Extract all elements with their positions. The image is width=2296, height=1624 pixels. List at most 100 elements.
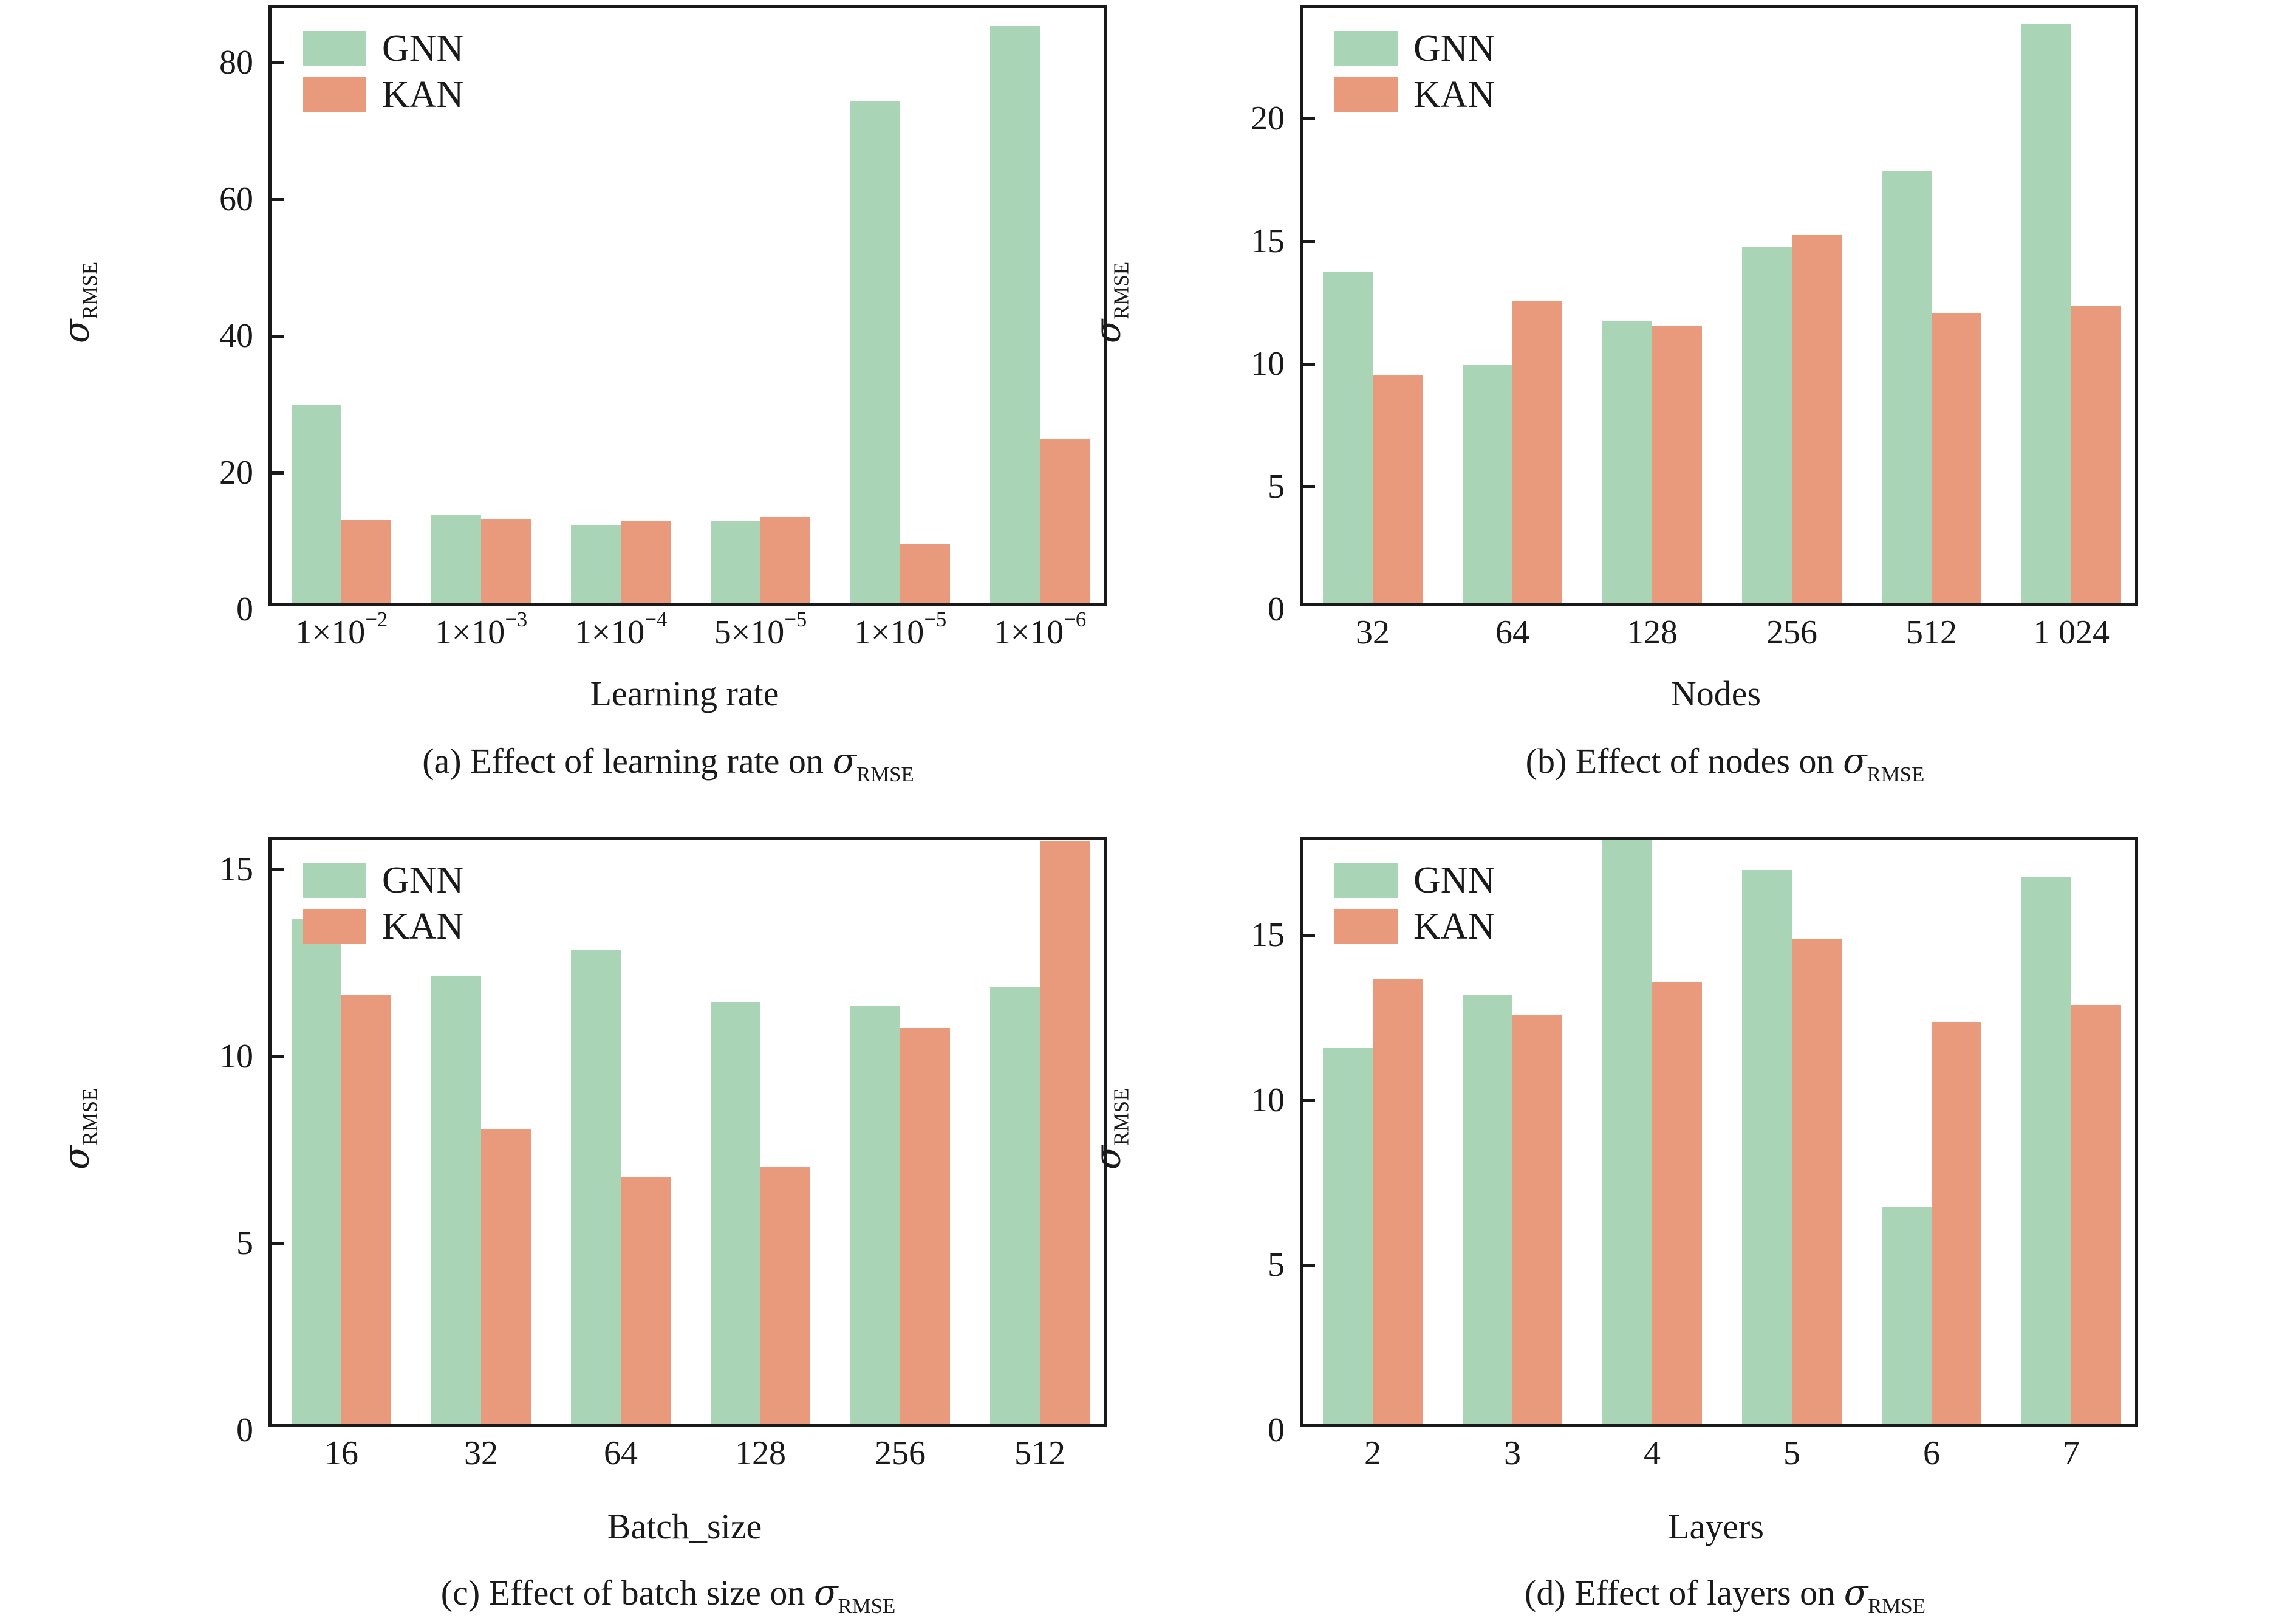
x-axis-label-a: Learning rate	[590, 674, 779, 713]
bar-kan-512	[1932, 313, 1981, 603]
x-tick-label: 5	[1783, 1434, 1800, 1472]
y-tick-label: 0	[236, 1411, 253, 1449]
y-tick	[272, 61, 284, 64]
legend-swatch-kan	[1334, 909, 1398, 944]
bar-gnn-1×10^-2	[292, 405, 341, 603]
bar-gnn-1 024	[2021, 24, 2071, 603]
x-tick-label: 6	[1923, 1434, 1940, 1472]
x-tick-label-exponent: −6	[1064, 608, 1087, 631]
x-tick-label: 16	[324, 1434, 358, 1472]
y-tick-label: 80	[219, 44, 253, 81]
bar-kan-1×10^-2	[341, 520, 391, 603]
caption-c: (c) Effect of batch size on σRMSE	[440, 1572, 896, 1618]
legend-item-gnn: GNN	[1334, 30, 1495, 67]
x-tick-label: 1×10−2	[295, 608, 388, 651]
x-tick-label: 1×10−3	[434, 608, 528, 651]
y-tick	[272, 198, 284, 201]
bar-kan-512	[1040, 841, 1090, 1424]
y-tick-label: 10	[1251, 344, 1285, 383]
subplot-a: 0 20 40 60 80 1×10−2 1×10−3 1×10−4 5×10−5 1×10−5 1…	[0, 0, 1148, 812]
bar-kan-2	[1373, 979, 1423, 1424]
y-tick	[272, 1242, 284, 1245]
bar-kan-32	[481, 1129, 531, 1424]
y-tick	[1303, 1264, 1315, 1267]
y-tick	[1303, 1098, 1315, 1102]
legend: GNN KAN	[303, 30, 463, 122]
legend-swatch-gnn	[303, 863, 366, 898]
bar-kan-64	[621, 1177, 671, 1424]
y-tick-label: 20	[1251, 99, 1285, 137]
bar-gnn-512	[1882, 171, 1932, 603]
bar-kan-1×10^-4	[621, 521, 671, 603]
bar-gnn-7	[2021, 877, 2071, 1424]
x-tick-label: 256	[1766, 614, 1817, 651]
x-tick-label: 2	[1364, 1434, 1381, 1472]
x-axis-label-c: Batch_size	[607, 1507, 762, 1546]
legend-swatch-gnn	[1334, 863, 1398, 898]
bar-gnn-128	[711, 1002, 760, 1424]
y-tick-label: 10	[1251, 1081, 1285, 1119]
x-tick-label: 3	[1504, 1434, 1521, 1472]
y-tick-label: 15	[1251, 916, 1285, 954]
y-tick-label: 40	[219, 317, 253, 355]
y-tick	[272, 471, 284, 475]
caption-d: (d) Effect of layers on σRMSE	[1525, 1572, 1925, 1618]
subplot-d: 0 5 10 15 2 3 4 5 6 7 GNN KAN σRMSE Layers (d) Effe…	[1087, 812, 2296, 1624]
subplot-c: 0 5 10 15 16 32 64 128 256 512 GNN KAN σRMSE Batch_…	[0, 812, 1148, 1624]
x-tick-label: 128	[735, 1434, 786, 1472]
legend: GNN KAN	[303, 862, 463, 954]
bar-gnn-128	[1602, 321, 1652, 603]
legend-label-kan: KAN	[382, 906, 464, 947]
bar-kan-128	[1652, 326, 1702, 603]
bar-gnn-256	[850, 1006, 900, 1424]
bar-gnn-6	[1882, 1207, 1932, 1424]
subplot-b: 0 5 10 15 20 32 64 128 256 512 1 024 GNN KAN σRMSE N…	[1087, 0, 2296, 812]
y-tick-label: 5	[1268, 467, 1285, 505]
bar-kan-1×10^-6	[1040, 439, 1090, 603]
bar-gnn-5×10^-5	[711, 521, 760, 603]
x-tick-label-exponent: −3	[505, 608, 528, 631]
bar-kan-5	[1792, 939, 1842, 1424]
legend-label-gnn: GNN	[1413, 28, 1495, 69]
plot-area-d: 0 5 10 15 2 3 4 5 6 7 GNN KAN	[1251, 837, 2138, 1472]
y-axis-label-b: σRMSE	[1087, 261, 1133, 344]
legend-swatch-gnn	[1334, 31, 1398, 66]
legend-label-kan: KAN	[1413, 906, 1495, 947]
bar-gnn-1×10^-5	[850, 101, 900, 603]
bar-gnn-4	[1602, 840, 1652, 1424]
y-tick-label: 0	[1268, 591, 1285, 628]
x-axis-label-d: Layers	[1668, 1507, 1764, 1546]
bar-gnn-1×10^-6	[990, 26, 1040, 603]
y-tick	[1303, 362, 1315, 366]
bar-kan-64	[1512, 301, 1562, 603]
bar-gnn-32	[431, 976, 481, 1424]
legend-label-gnn: GNN	[1413, 860, 1495, 901]
bar-gnn-5	[1742, 870, 1792, 1424]
x-tick-label-exponent: −2	[365, 608, 388, 631]
y-tick	[272, 868, 284, 872]
x-tick-label-exponent: −5	[924, 608, 947, 631]
y-tick-label: 5	[1268, 1246, 1285, 1284]
bar-kan-6	[1932, 1022, 1981, 1424]
y-tick	[272, 1055, 284, 1058]
legend-item-kan: KAN	[1334, 76, 1495, 114]
bar-gnn-3	[1463, 995, 1512, 1424]
x-tick-label: 1×10−6	[993, 608, 1087, 651]
x-tick-label: 1×10−5	[853, 608, 947, 651]
legend-swatch-kan	[303, 77, 366, 112]
legend-label-kan: KAN	[382, 74, 464, 115]
legend-label-gnn: GNN	[382, 860, 464, 901]
y-tick-label: 0	[1268, 1411, 1285, 1449]
legend-item-gnn: GNN	[303, 862, 463, 899]
bar-gnn-2	[1323, 1048, 1373, 1424]
bar-kan-3	[1512, 1015, 1562, 1424]
y-tick-label: 15	[219, 851, 253, 889]
x-tick-label: 5×10−5	[714, 608, 807, 651]
x-tick-label: 256	[875, 1434, 926, 1472]
bar-kan-32	[1373, 375, 1423, 603]
y-tick	[1303, 239, 1315, 243]
x-tick-label: 32	[1356, 614, 1390, 651]
x-tick-label: 4	[1644, 1434, 1661, 1472]
y-tick	[1303, 485, 1315, 488]
legend-item-kan: KAN	[303, 908, 463, 945]
